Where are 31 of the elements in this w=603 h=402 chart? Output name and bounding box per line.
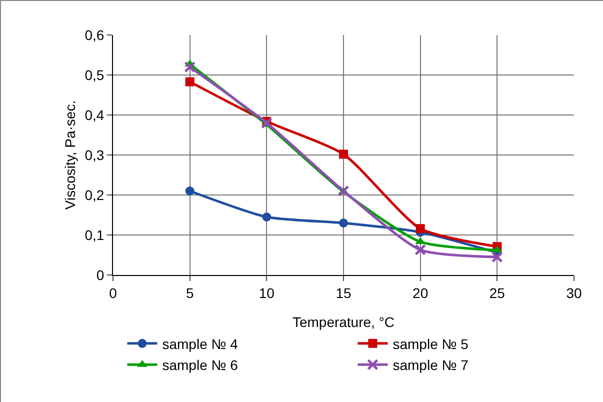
point (184, 61, 196, 73)
legend-label: sample № 4 (162, 336, 238, 352)
legend-label: sample № 6 (162, 357, 238, 374)
point (339, 150, 348, 159)
x-tick-label: 10 (258, 284, 275, 301)
x-tick-label: 0 (109, 284, 118, 301)
x-tick-label: 5 (186, 284, 194, 301)
point (338, 185, 350, 197)
y-tick-label: 0,1 (84, 226, 104, 243)
point (414, 244, 426, 256)
x-tick-label: 25 (489, 284, 506, 301)
x-tick-label: 30 (566, 284, 582, 301)
y-tick-label: 0,3 (84, 146, 104, 163)
y-tick-label: 0,6 (84, 26, 104, 43)
legend-label: sample № 7 (392, 357, 469, 374)
point (185, 186, 194, 196)
point (260, 117, 272, 129)
point (185, 77, 194, 86)
legend-label: sample № 5 (392, 336, 469, 352)
point (262, 212, 272, 222)
point (416, 224, 425, 234)
x-tick-label: 20 (412, 284, 428, 301)
y-tick-label: 0 (96, 266, 104, 283)
y-tick-label: 0,4 (84, 106, 104, 123)
y-tick-label: 0,5 (84, 66, 104, 83)
y-tick-label: 0,2 (84, 186, 104, 203)
x-axis-title: Temperature, °C (292, 314, 395, 330)
point (339, 218, 348, 228)
y-axis-title: Viscosity, Pa·sec. (62, 100, 78, 210)
point (491, 251, 503, 263)
x-tick-label: 15 (336, 284, 352, 301)
